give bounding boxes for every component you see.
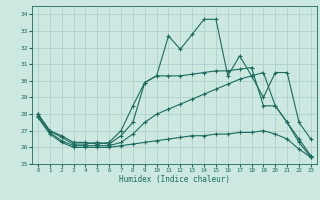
X-axis label: Humidex (Indice chaleur): Humidex (Indice chaleur) bbox=[119, 175, 230, 184]
